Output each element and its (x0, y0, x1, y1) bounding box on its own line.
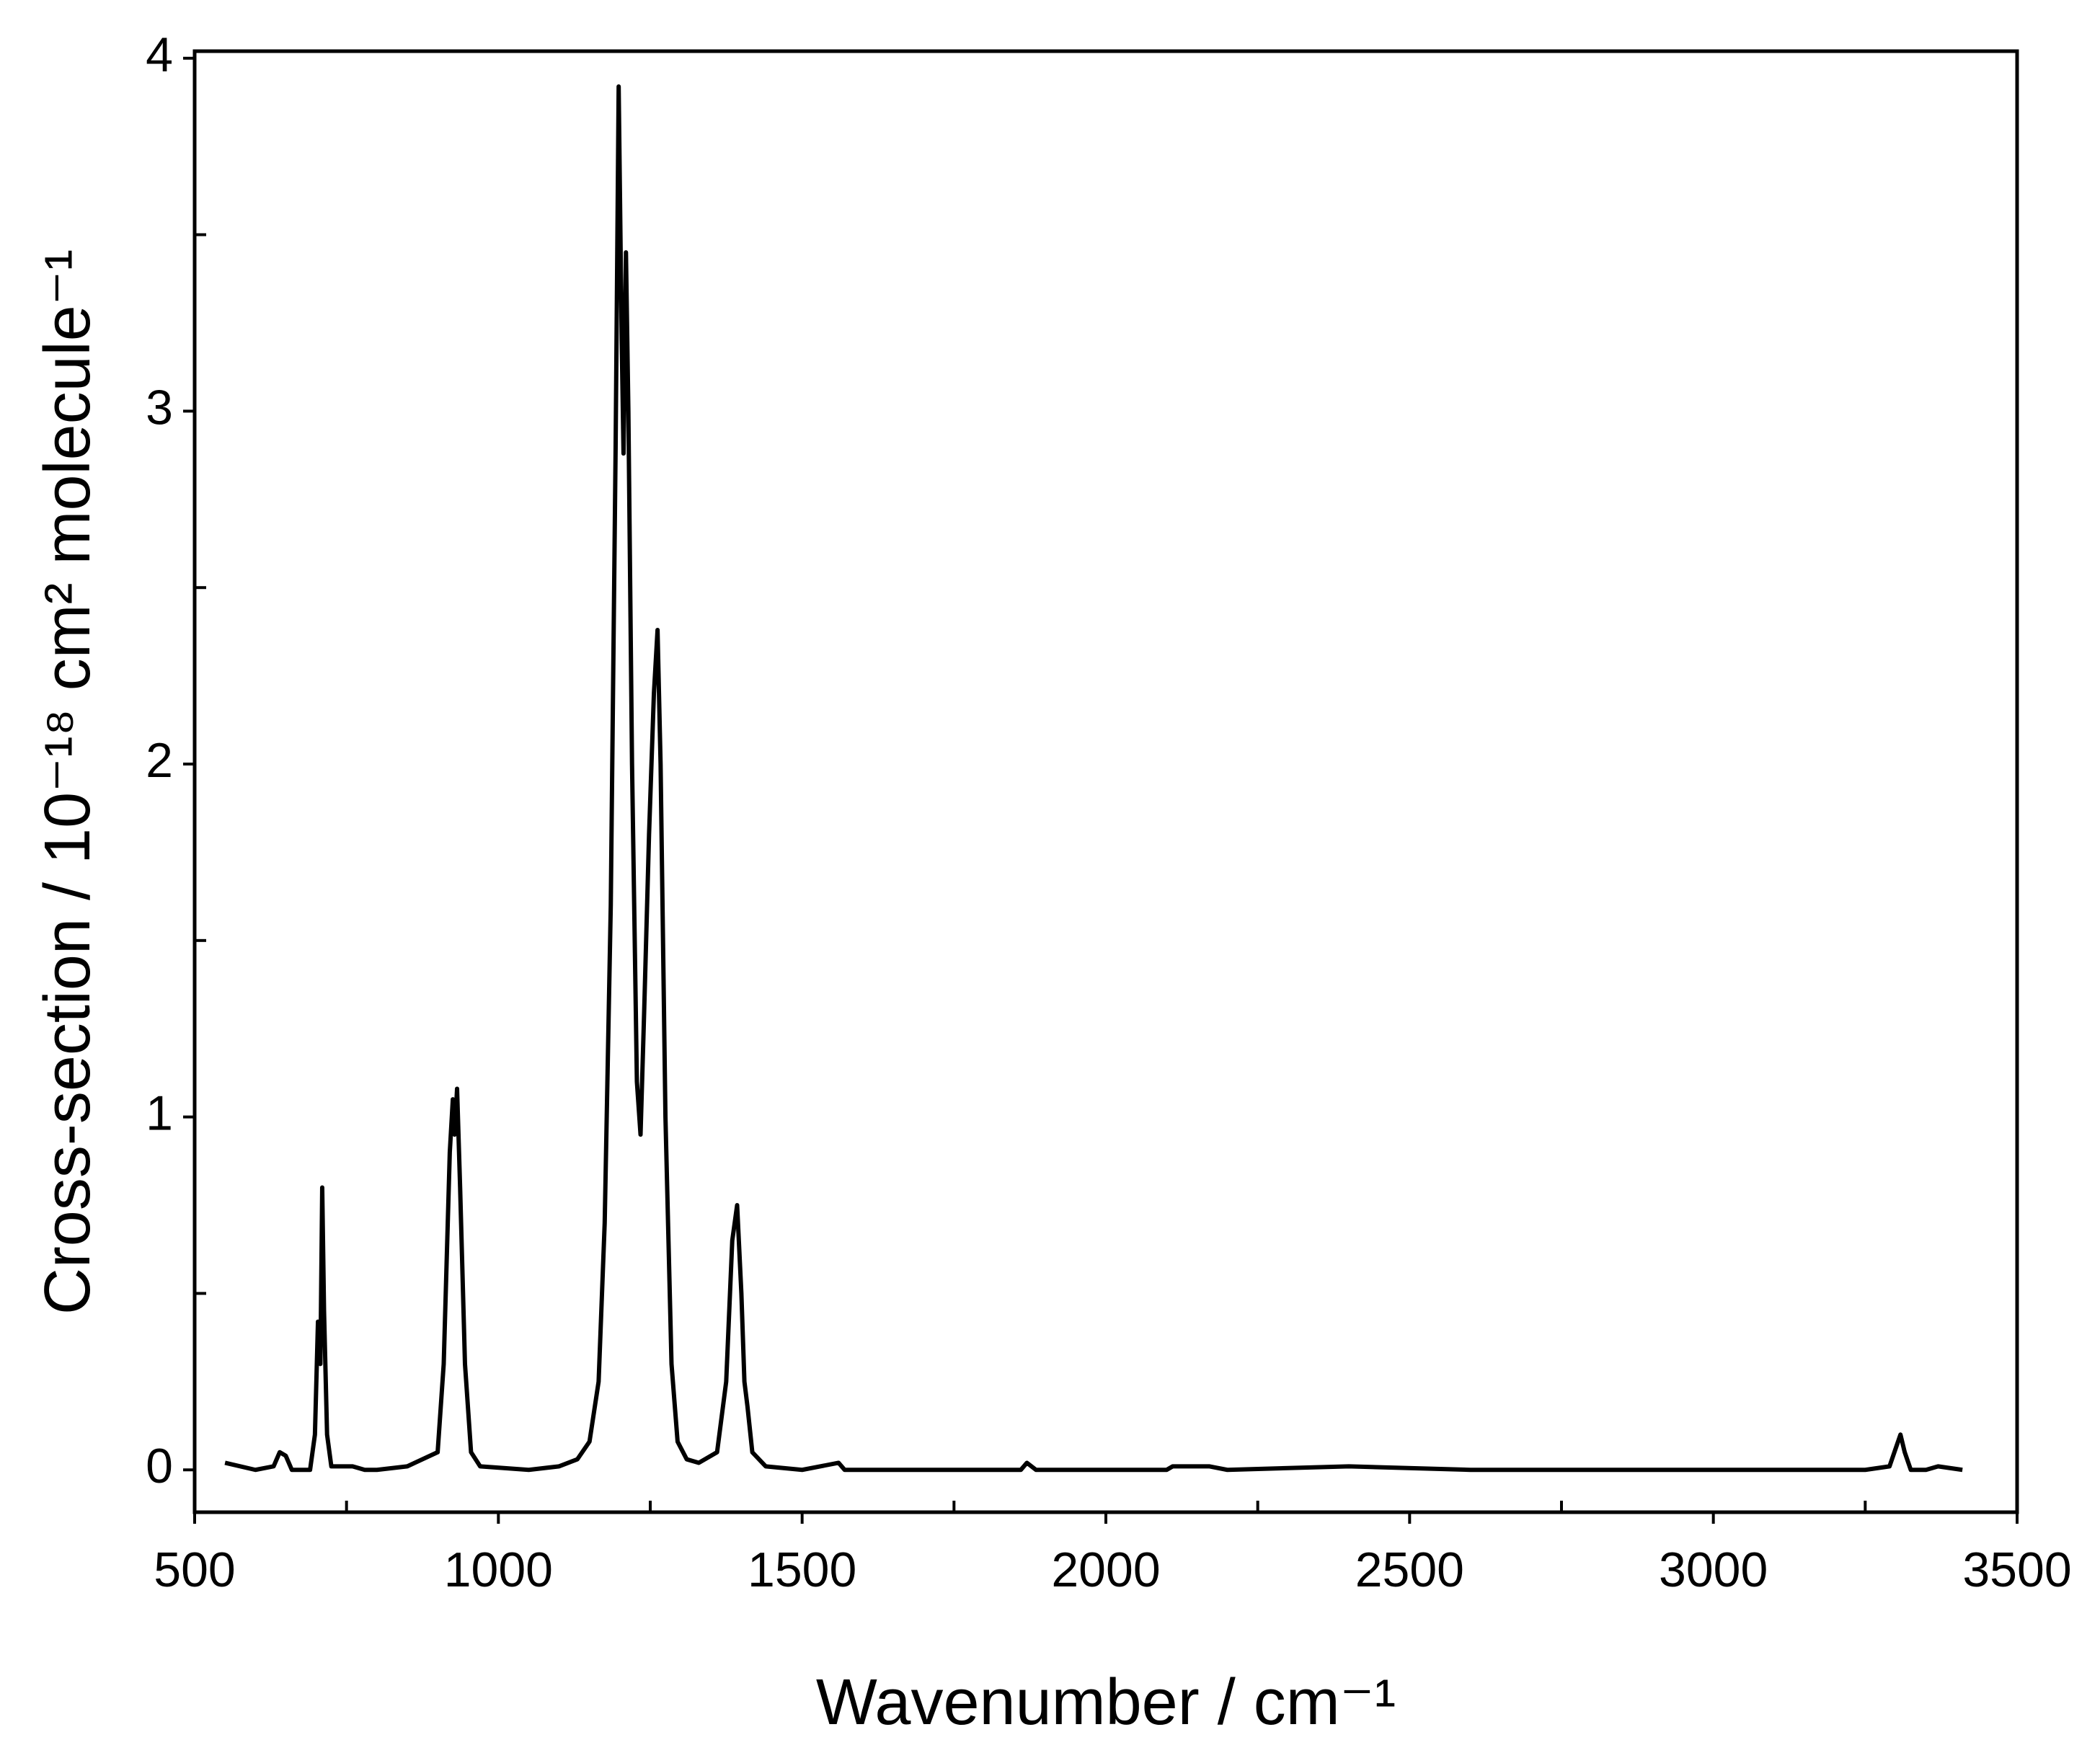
y-tick-label: 2 (146, 733, 173, 788)
y-tick-label: 3 (146, 380, 173, 435)
x-tick-label: 2000 (1051, 1542, 1160, 1597)
x-tick-label: 1000 (444, 1542, 553, 1597)
x-tick-label: 1500 (748, 1542, 856, 1597)
y-tick-label: 0 (146, 1439, 173, 1493)
x-tick-label: 500 (154, 1542, 235, 1597)
y-tick-label: 4 (146, 27, 173, 82)
x-tick-label: 3500 (1962, 1542, 2071, 1597)
spectrum-line (224, 84, 1963, 1473)
x-tick-label: 3000 (1659, 1542, 1768, 1597)
x-tick-label: 2500 (1355, 1542, 1464, 1597)
x-axis-label: Wavenumber / cm⁻¹ (816, 1666, 1396, 1739)
y-tick-label: 1 (146, 1086, 173, 1141)
y-axis-label: Cross-section / 10⁻¹⁸ cm² molecule⁻¹ (32, 249, 104, 1315)
plot-frame (192, 49, 2019, 1514)
